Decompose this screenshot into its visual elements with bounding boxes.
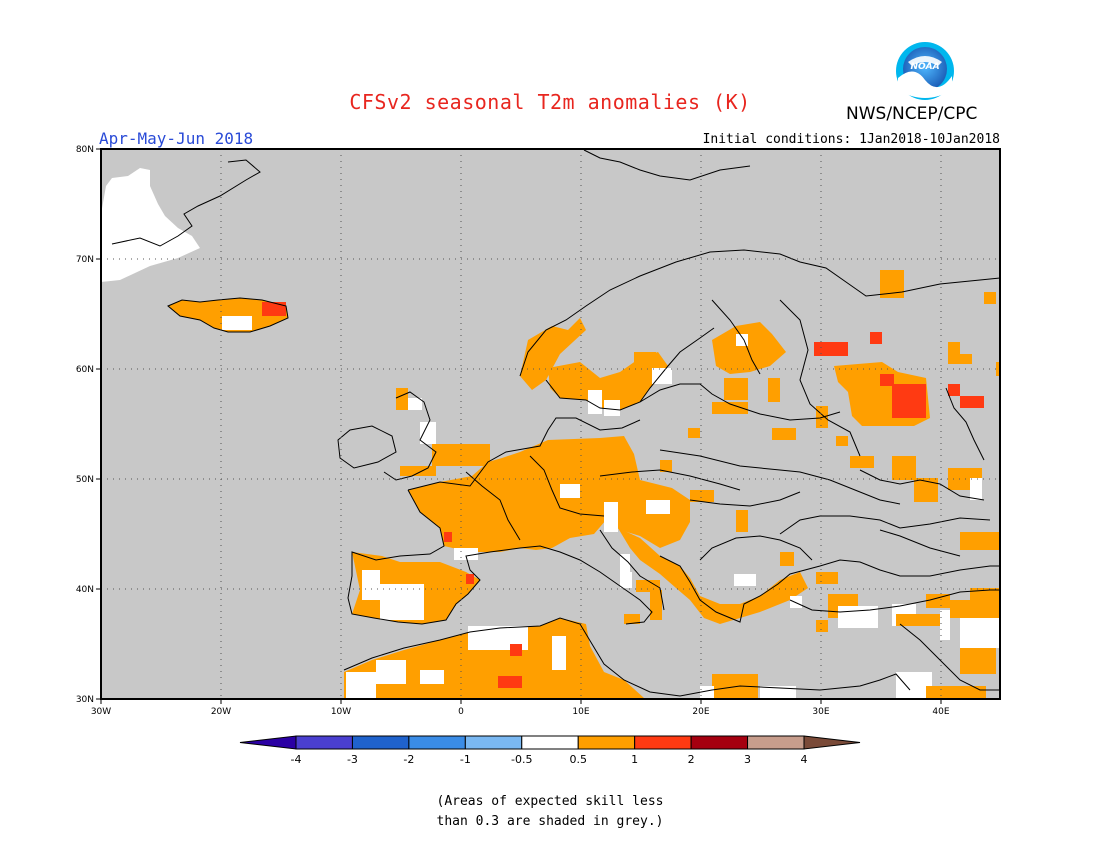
footnote-line-1: (Areas of expected skill less xyxy=(436,794,664,809)
map-frame xyxy=(100,148,1001,700)
colorbar-label: 3 xyxy=(744,753,751,766)
colorbar-cell xyxy=(690,735,749,750)
map-title: CFSv2 seasonal T2m anomalies (K) xyxy=(349,90,751,114)
colorbar-label: -3 xyxy=(347,753,358,766)
lon-tick-label: 20E xyxy=(692,707,709,717)
axis-labels: 30W 20W 10W 0 10E 20E 30E 40E 80N 70N 60… xyxy=(76,145,950,717)
svg-text:NOAA: NOAA xyxy=(910,62,939,72)
lat-tick-label: 60N xyxy=(76,365,94,375)
colorbar-labels: -4 -3 -2 -1 -0.5 0.5 1 2 3 4 xyxy=(291,753,808,766)
colorbar-label: -0.5 xyxy=(511,753,532,766)
coastlines xyxy=(111,149,1001,697)
colorbar-cell-low xyxy=(239,735,297,750)
colorbar-label: 0.5 xyxy=(569,753,587,766)
lat-tick-label: 40N xyxy=(76,585,94,595)
colorbar-cell xyxy=(747,735,805,750)
lon-tick-label: 40E xyxy=(932,707,949,717)
lon-tick-label: 30W xyxy=(91,707,111,717)
colorbar-cell xyxy=(464,735,523,750)
lon-tick-label: 10E xyxy=(572,707,589,717)
colorbar-cell xyxy=(295,735,353,750)
colorbar-label: 1 xyxy=(631,753,638,766)
lat-tick-label: 50N xyxy=(76,475,94,485)
colorbar-label: -4 xyxy=(291,753,302,766)
lon-tick-label: 30E xyxy=(812,707,829,717)
colorbar-cell xyxy=(408,735,466,750)
colorbar-cell xyxy=(577,735,636,750)
colorbar-cell xyxy=(521,735,579,750)
lat-tick-label: 70N xyxy=(76,255,94,265)
initial-conditions: Initial conditions: 1Jan2018-10Jan2018 xyxy=(702,132,1000,147)
lon-tick-label: 10W xyxy=(331,707,351,717)
colorbar-cell xyxy=(634,735,692,750)
colorbar-label: 2 xyxy=(688,753,695,766)
forecast-period: Apr-May-Jun 2018 xyxy=(99,129,254,148)
colorbar-cell-high xyxy=(803,735,861,750)
anomaly-cells xyxy=(101,168,1000,699)
organization-label: NWS/NCEP/CPC xyxy=(846,104,978,124)
colorbar-label: 4 xyxy=(801,753,808,766)
tick-marks xyxy=(96,148,942,704)
lat-tick-label: 30N xyxy=(76,695,94,705)
colorbar xyxy=(239,735,861,750)
lon-tick-label: 0 xyxy=(458,707,464,717)
colorbar-label: -1 xyxy=(460,753,471,766)
noaa-logo: NOAA xyxy=(896,42,954,100)
lon-tick-label: 20W xyxy=(211,707,231,717)
colorbar-cell xyxy=(351,735,410,750)
skill-footnote: (Areas of expected skill less than 0.3 a… xyxy=(0,792,1100,832)
lat-tick-label: 80N xyxy=(76,145,94,155)
colorbar-label: -2 xyxy=(403,753,414,766)
footnote-line-2: than 0.3 are shaded in grey.) xyxy=(436,814,664,829)
